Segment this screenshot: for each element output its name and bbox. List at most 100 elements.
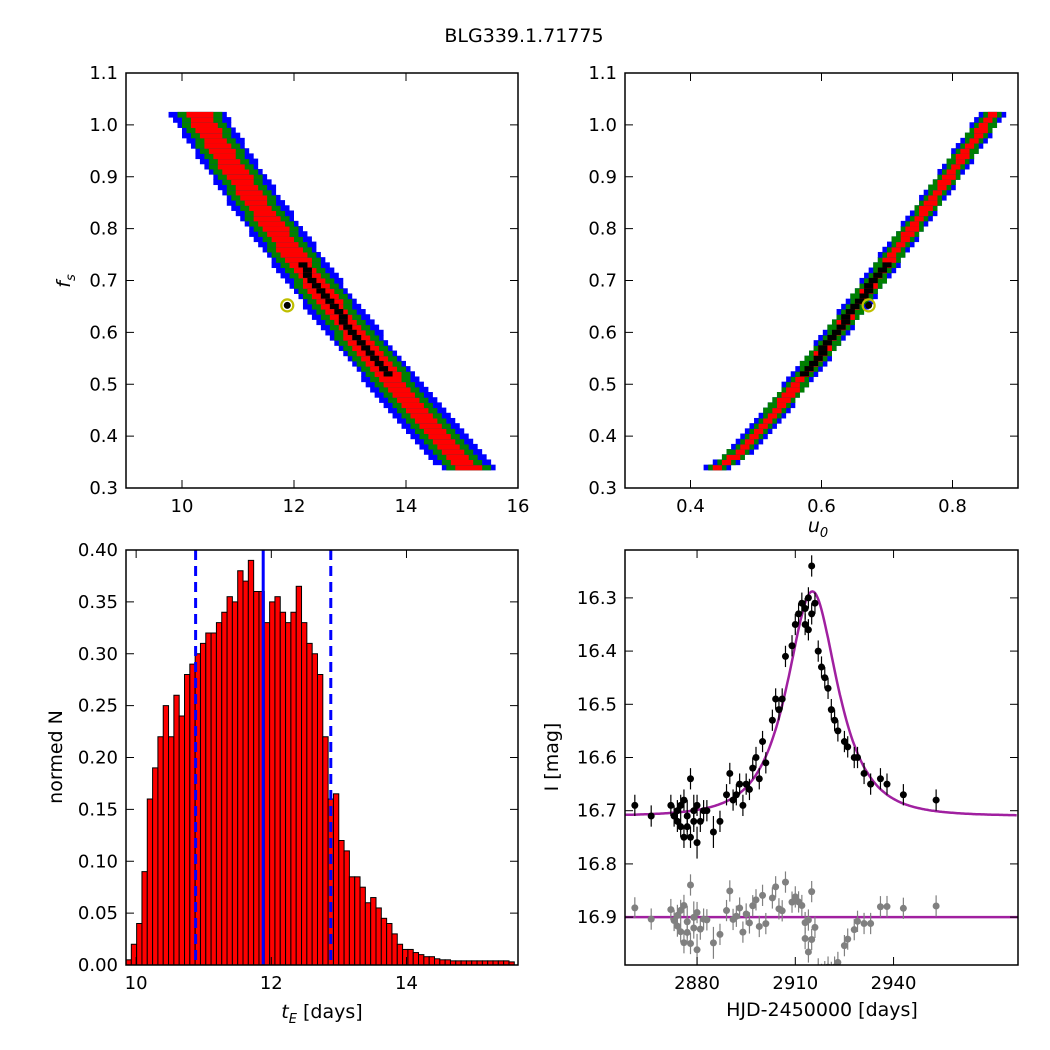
histogram-bar [428, 956, 436, 966]
data-point [739, 801, 747, 809]
best-chi2-cell [813, 355, 823, 361]
data-point [631, 801, 639, 809]
confidence-cell-1sigma [455, 464, 483, 471]
best-chi2-cell [868, 277, 878, 284]
data-point [680, 796, 688, 804]
data-point [687, 775, 694, 783]
residual-point [759, 891, 767, 899]
data-point [755, 775, 763, 783]
confidence-cell-1sigma [749, 433, 759, 440]
confidence-cell-1sigma [213, 153, 236, 160]
y-tick-label: 16.4 [577, 641, 617, 662]
data-point [693, 839, 701, 847]
best-chi2-cell [307, 277, 317, 284]
histogram-bar [380, 917, 388, 966]
confidence-cell-1sigma [909, 220, 920, 227]
confidence-cell-1sigma [240, 194, 268, 201]
best-fit-marker-ring [280, 298, 295, 313]
residual-point [932, 902, 940, 910]
histogram-bar [184, 674, 191, 966]
fs-vs-tE-panel: 10 12 14 16 0.3 0.4 0.5 0.6 0.7 0.8 0.9 1.0 1.1 fs [53, 63, 529, 517]
residual-point [647, 915, 655, 923]
confidence-cell-1sigma [231, 179, 254, 186]
best-chi2-cell [882, 262, 892, 268]
confidence-cell-1sigma [978, 122, 988, 128]
confidence-cell-1sigma [772, 407, 782, 414]
residual-point [670, 916, 678, 924]
y-tick-label: 1.1 [89, 63, 118, 84]
data-point [736, 780, 744, 788]
histogram-bar [354, 876, 361, 966]
histogram-bar [242, 580, 249, 966]
data-point [814, 647, 822, 655]
confidence-cell-1sigma [397, 397, 420, 403]
histogram-bar [247, 559, 255, 966]
best-chi2-cell [325, 298, 335, 304]
data-point [670, 812, 678, 820]
histogram-bar [152, 767, 159, 966]
best-chi2-cell [804, 366, 814, 372]
x-tick-label: 0.6 [807, 496, 836, 517]
residual-point [844, 935, 852, 943]
y-tick-label: 16.5 [577, 694, 617, 715]
data-point [883, 780, 891, 788]
best-chi2-cell [298, 262, 308, 268]
residual-point [736, 904, 744, 912]
confidence-cell-1sigma [923, 200, 938, 206]
y-tick-label: 0.3 [588, 478, 617, 499]
histogram-bar [173, 694, 180, 966]
lightcurve-panel: 2880 2910 2940 16.3 16.4 16.5 16.6 16.7 16.8 16.9… [541, 549, 1019, 1021]
best-chi2-cell [374, 360, 384, 367]
y-tick-label: 0.05 [78, 903, 118, 924]
confidence-cell-1sigma [744, 438, 755, 445]
y-tick-label: 0.00 [78, 955, 118, 976]
y-tick-label: 0.35 [78, 592, 118, 613]
y-tick-label: 0.4 [588, 426, 617, 447]
y-tick-label: 0.20 [78, 748, 118, 769]
histogram-bar [306, 642, 313, 966]
confidence-cell-1sigma [401, 402, 424, 409]
data-point [811, 599, 819, 607]
residual-point [673, 911, 681, 919]
histogram-bar [263, 622, 271, 966]
y-tick-label: 0.6 [89, 322, 118, 343]
confidence-cell-1sigma [199, 132, 223, 139]
residual-point [745, 919, 753, 927]
residual-point [883, 903, 891, 911]
residual-point [739, 928, 747, 936]
best-chi2-cell [859, 293, 869, 299]
confidence-cell-1sigma [763, 417, 773, 424]
xlabel-hjd: HJD-2450000 [days] [726, 999, 918, 1021]
best-chi2-cell [818, 345, 828, 351]
data-point [840, 738, 848, 746]
best-chi2-cell [361, 345, 371, 351]
confidence-cell-1sigma [937, 179, 952, 186]
data-point [808, 610, 816, 618]
best-fit-marker [865, 301, 873, 309]
best-chi2-cell [822, 340, 832, 346]
histogram-bar [301, 622, 308, 966]
confidence-cell-1sigma [226, 174, 254, 180]
residual-point [804, 948, 812, 956]
confidence-cell-1sigma [450, 459, 474, 466]
data-point [854, 754, 862, 761]
histogram-bar [199, 642, 207, 966]
confidence-cell-1sigma [951, 163, 961, 170]
confidence-cell-1sigma [190, 117, 214, 123]
residual-point [867, 920, 875, 928]
best-fit-marker [283, 301, 291, 309]
confidence-cell-1sigma [414, 417, 438, 424]
residual-point [801, 935, 809, 943]
confidence-cell-1sigma [249, 205, 272, 211]
residual-point [683, 928, 691, 936]
best-chi2-cell [799, 371, 810, 377]
confidence-cell-1sigma [900, 236, 910, 243]
best-chi2-cell [302, 272, 312, 278]
residual-point [749, 902, 757, 910]
best-chi2-cell [827, 334, 837, 341]
x-tick-label: 12 [260, 973, 283, 994]
ylabel-normed-n: normed N [45, 710, 67, 804]
confidence-cell-1sigma [379, 376, 402, 383]
confidence-cell-1sigma [740, 443, 750, 450]
confidence-cell-1sigma [758, 423, 768, 429]
